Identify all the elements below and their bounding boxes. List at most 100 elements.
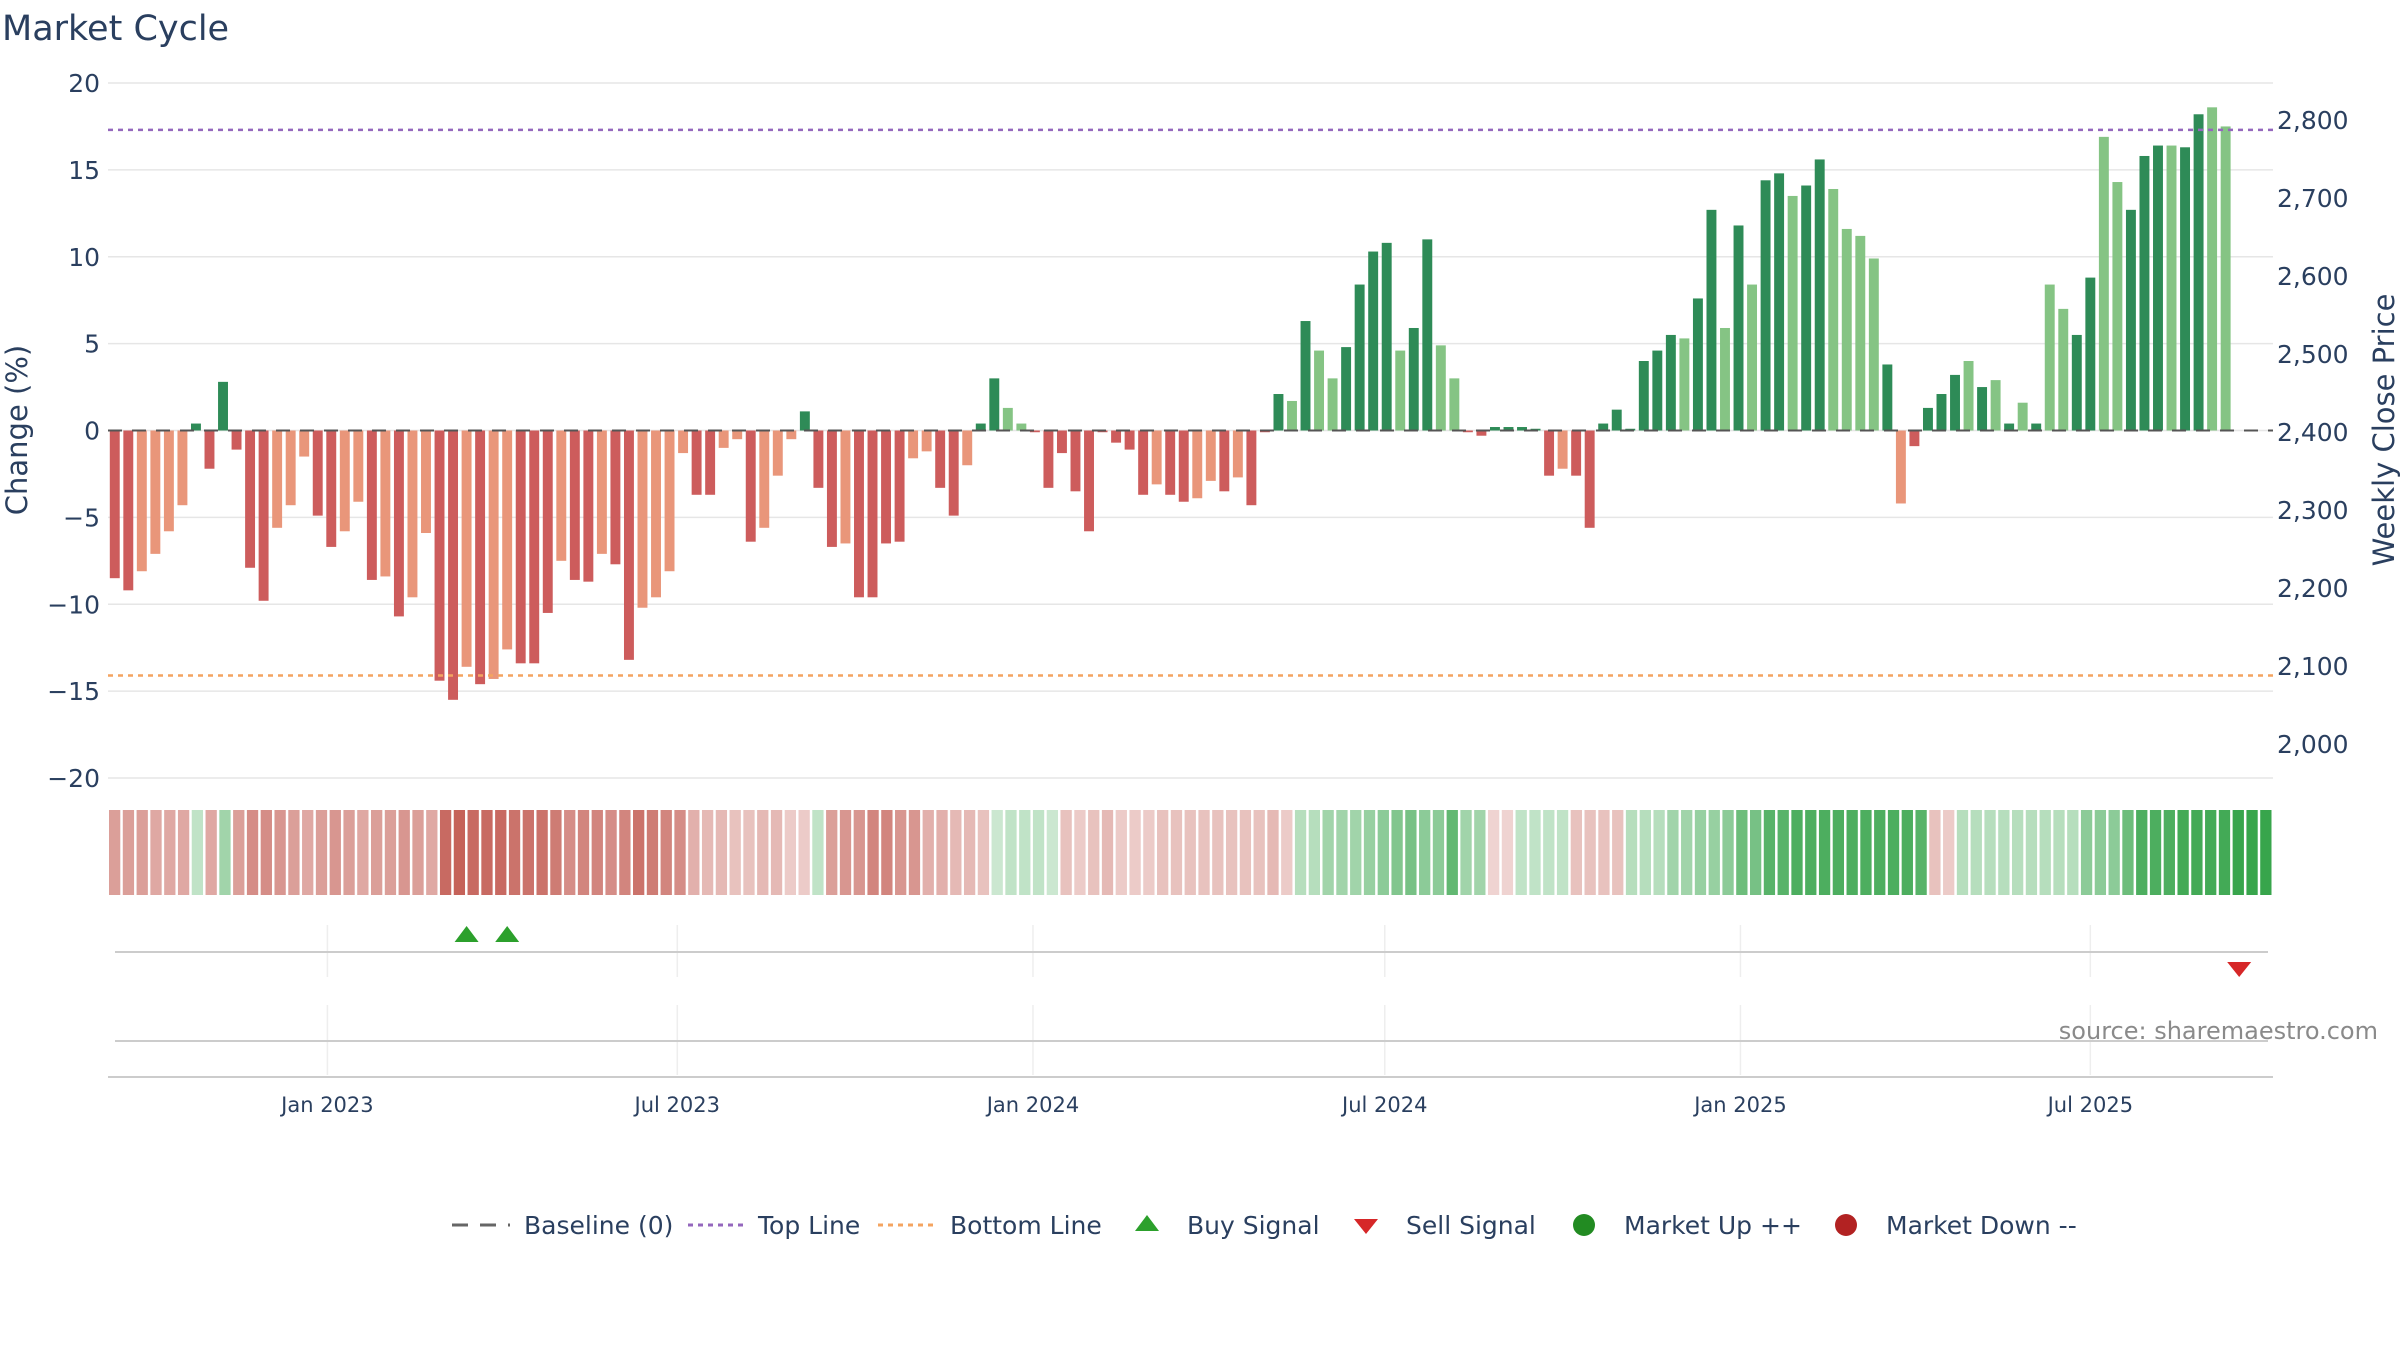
heat-cell	[1639, 810, 1651, 895]
legend-sell-icon	[1354, 1219, 1378, 1234]
heat-cell	[1956, 810, 1969, 895]
heat-cell	[508, 810, 521, 895]
bar	[1029, 430, 1040, 433]
bar	[339, 430, 350, 532]
heat-cell	[2039, 810, 2051, 895]
heat-cell	[1322, 810, 1334, 895]
heat-cell	[936, 810, 948, 895]
bar	[123, 430, 134, 591]
heat-cell	[1556, 810, 1569, 895]
bar	[718, 430, 729, 448]
heat-cell	[1984, 810, 1996, 895]
bar	[867, 430, 878, 598]
heat-cell	[1832, 810, 1845, 895]
bar	[1841, 228, 1852, 431]
bar	[962, 430, 973, 466]
bar	[1273, 394, 1284, 431]
heat-cell	[1722, 810, 1734, 895]
y-tick-label: −20	[47, 764, 100, 793]
heat-cell	[1074, 810, 1086, 895]
bar	[786, 430, 797, 440]
heat-cell	[1115, 810, 1127, 895]
heat-cell	[2218, 810, 2231, 895]
bar	[1936, 394, 1947, 431]
heat-cell	[1874, 810, 1886, 895]
bar	[461, 430, 472, 667]
heat-cell	[536, 810, 548, 895]
heat-cell	[302, 810, 314, 895]
bar	[1828, 188, 1839, 431]
y2-tick-label: 2,000	[2277, 730, 2349, 759]
y-tick-label: 15	[68, 156, 100, 185]
y-tick-label: −15	[47, 677, 100, 706]
bar	[2193, 114, 2204, 431]
bar	[285, 430, 296, 506]
bar	[1882, 364, 1893, 431]
bar	[1138, 430, 1149, 495]
bar	[136, 430, 147, 572]
heat-cell	[1487, 810, 1500, 895]
heat-cell	[1625, 810, 1638, 895]
heat-cell	[2205, 810, 2217, 895]
bar	[1760, 180, 1771, 431]
x-tick-label: Jan 2024	[985, 1093, 1080, 1117]
heat-cell	[1515, 810, 1527, 895]
bar	[989, 378, 1000, 431]
heat-cell	[1198, 810, 1210, 895]
legend-label: Top Line	[757, 1211, 860, 1240]
legend-item: Market Down --	[1835, 1211, 2077, 1240]
y2-tick-label: 2,500	[2277, 340, 2349, 369]
bar	[921, 430, 932, 452]
bar	[569, 430, 580, 580]
heat-cell	[191, 810, 204, 895]
bar	[1422, 239, 1433, 431]
bar	[1557, 430, 1568, 469]
source-annotation: source: sharemaestro.com	[2059, 1017, 2378, 1045]
heat-cell	[1088, 810, 1100, 895]
bar	[1435, 345, 1446, 431]
bar	[542, 430, 553, 613]
bar	[1124, 430, 1135, 450]
bar	[1300, 321, 1311, 431]
heat-cell	[1543, 810, 1555, 895]
heat-cell	[343, 810, 355, 895]
heat-cell	[674, 810, 686, 895]
heat-cell	[950, 810, 962, 895]
bar	[583, 430, 594, 582]
heat-cell	[1294, 810, 1307, 895]
bar	[1070, 430, 1081, 492]
bar	[1679, 338, 1690, 431]
heat-cell	[2011, 810, 2024, 895]
bar	[245, 430, 256, 568]
bar	[448, 430, 459, 700]
heat-cell	[1446, 810, 1458, 895]
heat-cell	[564, 810, 576, 895]
bar	[840, 430, 851, 544]
bar	[1489, 427, 1500, 431]
heat-cell	[922, 810, 934, 895]
heat-cell	[2191, 810, 2203, 895]
bar	[1178, 430, 1189, 502]
heat-cell	[1336, 810, 1348, 895]
heat-cell	[1777, 810, 1789, 895]
heat-cell	[1281, 810, 1293, 895]
reference-lines	[108, 128, 2273, 677]
legend-label: Buy Signal	[1187, 1211, 1320, 1240]
bar	[2085, 277, 2096, 431]
heat-cell	[371, 810, 383, 895]
bar	[1314, 350, 1325, 431]
heat-cell	[150, 810, 162, 895]
bar	[1665, 334, 1676, 431]
bar	[1571, 430, 1582, 476]
legend-item: Bottom Line	[878, 1211, 1102, 1240]
y-tick-label: 10	[68, 243, 100, 272]
heat-cell	[660, 810, 672, 895]
heat-cell	[122, 810, 135, 895]
heat-cell	[288, 810, 300, 895]
bar	[1219, 430, 1230, 492]
bar	[1056, 430, 1067, 454]
bar	[1043, 430, 1054, 488]
bar	[1977, 387, 1988, 431]
bar	[1192, 430, 1203, 499]
heat-cell	[633, 810, 645, 895]
